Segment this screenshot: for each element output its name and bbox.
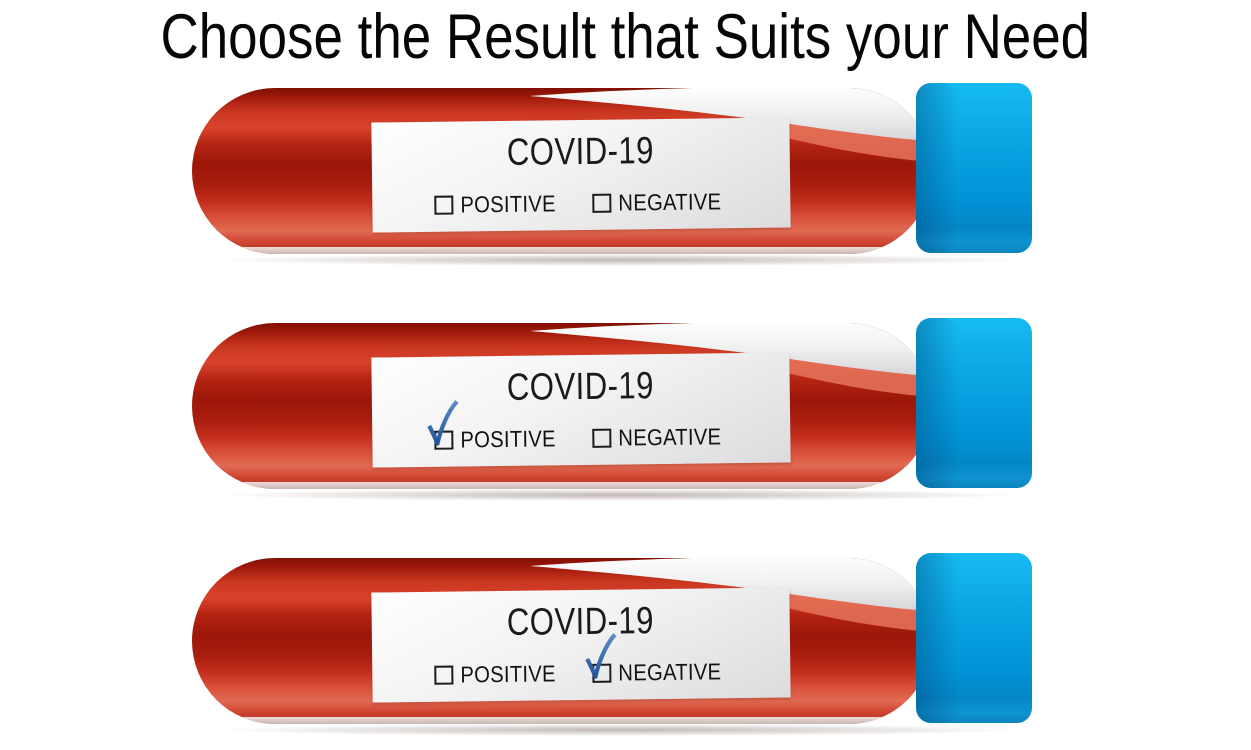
tube-label: COVID-19 POSITIVE NEGATIVE xyxy=(371,587,791,703)
option-negative[interactable]: NEGATIVE xyxy=(585,633,735,687)
checkbox-icon[interactable] xyxy=(592,428,612,448)
option-positive[interactable]: POSITIVE xyxy=(427,400,569,454)
option-positive[interactable]: POSITIVE xyxy=(434,660,569,689)
label-heading: COVID-19 xyxy=(506,365,655,409)
tube-label: COVID-19 POSITIVE NEGATIVE xyxy=(371,117,791,233)
test-tube-positive[interactable]: COVID-19 POSITIVE NEGATIVE xyxy=(190,317,1035,507)
checkbox-icon[interactable] xyxy=(434,430,454,450)
label-heading: COVID-19 xyxy=(506,600,655,644)
test-tube-blank[interactable]: COVID-19 POSITIVE NEGATIVE xyxy=(190,82,1035,272)
page-title: Choose the Result that Suits your Need xyxy=(0,6,1251,69)
test-tube-negative[interactable]: COVID-19 POSITIVE NEGATIVE xyxy=(190,552,1035,742)
result-options: POSITIVE NEGATIVE xyxy=(372,400,790,452)
result-options: POSITIVE NEGATIVE xyxy=(372,633,790,687)
option-positive[interactable]: POSITIVE xyxy=(434,190,569,219)
checkbox-icon[interactable] xyxy=(434,195,454,215)
checkbox-icon[interactable] xyxy=(592,663,612,683)
checkbox-icon[interactable] xyxy=(592,193,612,213)
page-title-text: Choose the Result that Suits your Need xyxy=(160,2,1091,72)
option-negative[interactable]: NEGATIVE xyxy=(592,423,735,452)
option-negative[interactable]: NEGATIVE xyxy=(592,188,735,217)
label-heading: COVID-19 xyxy=(506,130,655,174)
result-options: POSITIVE NEGATIVE xyxy=(372,187,790,217)
tube-label: COVID-19 POSITIVE NEGATIVE xyxy=(371,352,791,468)
checkbox-icon[interactable] xyxy=(434,665,454,685)
